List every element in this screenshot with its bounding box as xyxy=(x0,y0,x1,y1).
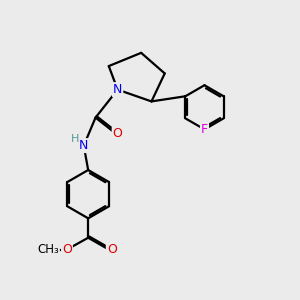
Text: O: O xyxy=(62,243,72,256)
Text: H: H xyxy=(71,134,80,144)
Text: O: O xyxy=(107,243,117,256)
Text: O: O xyxy=(113,127,122,140)
Text: F: F xyxy=(201,123,208,136)
Text: N: N xyxy=(113,83,122,96)
Text: CH₃: CH₃ xyxy=(38,243,59,256)
Text: N: N xyxy=(79,139,88,152)
